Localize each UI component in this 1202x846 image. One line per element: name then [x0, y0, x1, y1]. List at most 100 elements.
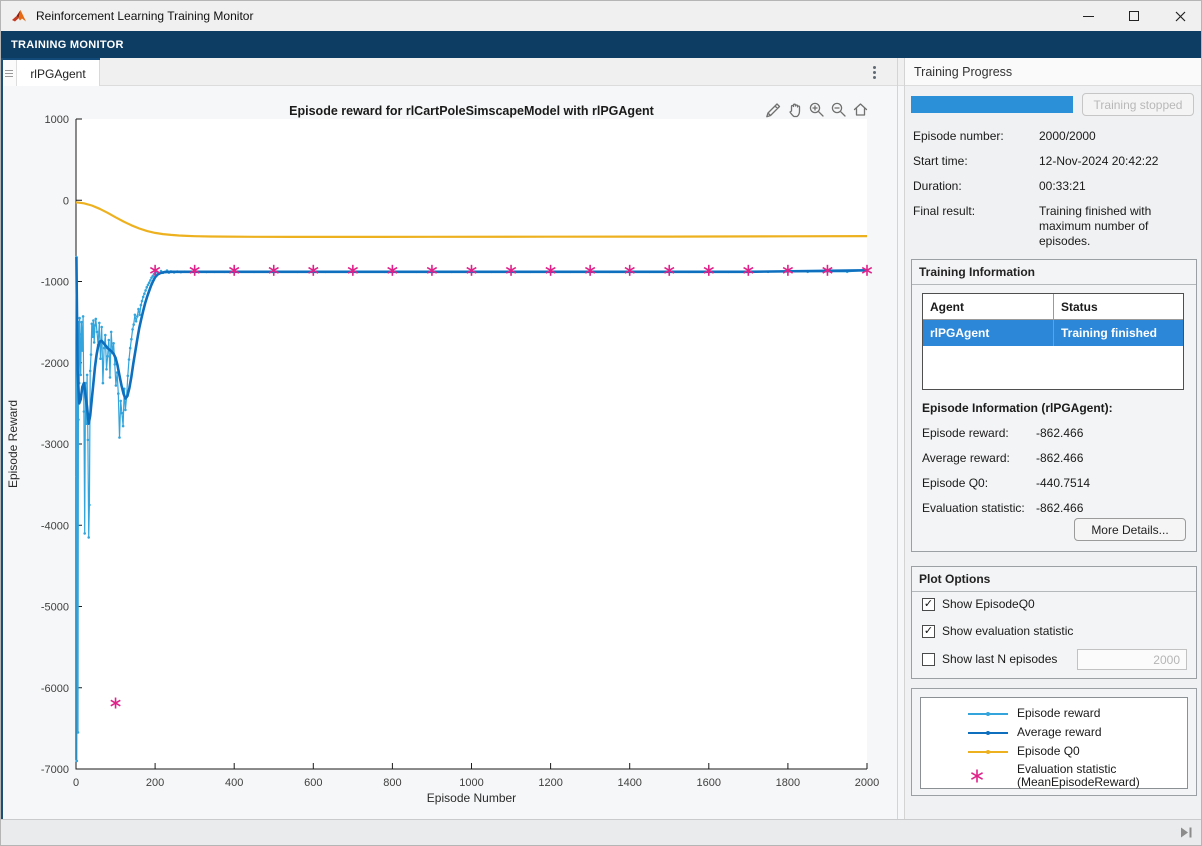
brush-icon [766, 103, 781, 118]
maximize-button[interactable] [1111, 1, 1157, 31]
grabber-icon [5, 69, 13, 71]
pan-button[interactable] [785, 100, 804, 119]
svg-text:-6000: -6000 [41, 683, 69, 695]
legend-section: Episode reward Average reward Episode Q0… [911, 688, 1197, 796]
episode-info-value: -862.466 [1036, 451, 1084, 465]
episode-reward-chart[interactable]: 0 200 400 600 800 1000 1200 1400 1600 1800 2000 100… [3, 86, 897, 819]
plot-options-section: Plot Options ✓ Show EpisodeQ0 ✓ Show eva… [911, 566, 1197, 679]
svg-text:1000: 1000 [459, 777, 483, 789]
svg-text:400: 400 [225, 777, 243, 789]
collapse-panel-button[interactable] [1181, 827, 1193, 841]
svg-text:1000: 1000 [45, 114, 69, 126]
close-button[interactable] [1157, 1, 1201, 31]
episode-info-label: Evaluation statistic: [922, 501, 1025, 515]
summary-label: Start time: [913, 154, 968, 168]
cell-agent: rlPGAgent [923, 320, 1054, 346]
svg-text:1600: 1600 [697, 777, 721, 789]
episode-info-value: -440.7514 [1036, 476, 1091, 490]
svg-text:200: 200 [146, 777, 164, 789]
section-title: Plot Options [919, 572, 991, 586]
legend-label: Episode reward [1017, 706, 1101, 720]
svg-text:1200: 1200 [538, 777, 562, 789]
home-button[interactable] [851, 100, 870, 119]
legend-entry-episode-reward: Episode reward [921, 704, 1187, 723]
more-details-button[interactable]: More Details... [1074, 518, 1186, 541]
episode-info-value: -862.466 [1036, 501, 1084, 515]
svg-text:Episode Number: Episode Number [427, 791, 516, 805]
brush-button[interactable] [763, 100, 782, 119]
section-header: Plot Options [912, 567, 1196, 592]
svg-text:-3000: -3000 [41, 439, 69, 451]
zoom-in-button[interactable] [807, 100, 826, 119]
figure-overflow-menu[interactable] [873, 71, 876, 74]
svg-text:2000: 2000 [855, 777, 879, 789]
figure-area: 0 200 400 600 800 1000 1200 1400 1600 1800 2000 100… [3, 86, 897, 819]
episode-info-row: Episode Q0: -440.7514 [922, 476, 1188, 490]
training-progress-header: Training Progress [905, 58, 1201, 86]
svg-text:1800: 1800 [776, 777, 800, 789]
svg-text:Episode reward for rlCartPoleS: Episode reward for rlCartPoleSimscapeMod… [289, 104, 654, 118]
panel-divider [904, 58, 905, 819]
close-icon [1175, 11, 1185, 21]
table-header-row: Agent Status [923, 294, 1183, 320]
summary-value: 12-Nov-2024 20:42:22 [1039, 154, 1159, 168]
training-information-section: Training Information Agent Status rlPGAg… [911, 259, 1197, 552]
episode-info-label: Episode Q0: [922, 476, 989, 490]
training-stopped-button[interactable]: Training stopped [1082, 93, 1194, 116]
progress-fill [911, 96, 1073, 113]
summary-label: Final result: [913, 204, 976, 218]
svg-text:600: 600 [304, 777, 322, 789]
episode-info-label: Episode reward: [922, 426, 1009, 440]
zoom-in-icon [809, 102, 824, 117]
status-bar [1, 819, 1201, 845]
episode-info-label: Average reward: [922, 451, 1010, 465]
checkbox-show-evaluation-statistic[interactable]: ✓ Show evaluation statistic [922, 624, 1073, 638]
episode-info-row: Evaluation statistic: -862.466 [922, 501, 1188, 515]
more-details-label: More Details... [1091, 522, 1169, 537]
legend-box: Episode reward Average reward Episode Q0… [920, 697, 1188, 789]
home-icon [853, 103, 868, 116]
minimize-button[interactable] [1065, 1, 1111, 31]
legend-line-sample [921, 730, 1017, 735]
section-title: Training Information [919, 265, 1035, 279]
training-progress-bar [911, 96, 1073, 113]
checkbox-show-episodeq0[interactable]: ✓ Show EpisodeQ0 [922, 597, 1035, 611]
summary-label: Duration: [913, 179, 962, 193]
legend-entry-evaluation-statistic: Evaluation statistic (MeanEpisodeReward) [921, 761, 1187, 791]
zoom-out-button[interactable] [829, 100, 848, 119]
svg-text:Episode Reward: Episode Reward [6, 400, 20, 488]
ribbon-tab-training-monitor[interactable]: TRAINING MONITOR [11, 38, 124, 51]
checkbox-show-last-n-episodes[interactable]: Show last N episodes [922, 652, 1057, 666]
minimize-icon [1082, 15, 1094, 17]
legend-entry-episode-q0: Episode Q0 [921, 742, 1187, 761]
legend-label: Episode Q0 [1017, 744, 1080, 758]
checkbox-label: Show evaluation statistic [942, 624, 1074, 638]
svg-text:-7000: -7000 [41, 764, 69, 776]
matlab-logo-icon [12, 9, 26, 21]
pan-hand-icon [789, 103, 801, 118]
legend-label: Evaluation statistic (MeanEpisodeReward) [1017, 762, 1140, 789]
collapse-right-icon [1181, 827, 1192, 838]
title-bar: Reinforcement Learning Training Monitor [1, 1, 1201, 31]
svg-text:0: 0 [73, 777, 79, 789]
legend-label: Average reward [1017, 725, 1102, 739]
svg-text:0: 0 [63, 195, 69, 207]
document-bar-grabber[interactable] [2, 60, 17, 86]
training-stopped-label: Training stopped [1093, 97, 1183, 112]
summary-value: Training finished with maximum number of… [1039, 204, 1152, 248]
checkbox-icon: ✓ [922, 624, 935, 638]
window-title: Reinforcement Learning Training Monitor [36, 9, 254, 23]
panel-divider [897, 58, 898, 819]
summary-label: Episode number: [913, 129, 1004, 143]
summary-value: 2000/2000 [1039, 129, 1096, 143]
tab-rlpgagent[interactable]: rlPGAgent [17, 60, 100, 87]
checkbox-label: Show last N episodes [942, 652, 1058, 666]
summary-row: Duration: 00:33:21 [913, 179, 1197, 194]
n-episodes-input[interactable] [1077, 649, 1187, 670]
checkbox-icon [922, 652, 935, 666]
table-row-rlpgagent[interactable]: rlPGAgent Training finished [923, 320, 1183, 346]
legend-line-sample [921, 711, 1017, 716]
episode-info-row: Episode reward: -862.466 [922, 426, 1188, 440]
legend-entry-average-reward: Average reward [921, 723, 1187, 742]
